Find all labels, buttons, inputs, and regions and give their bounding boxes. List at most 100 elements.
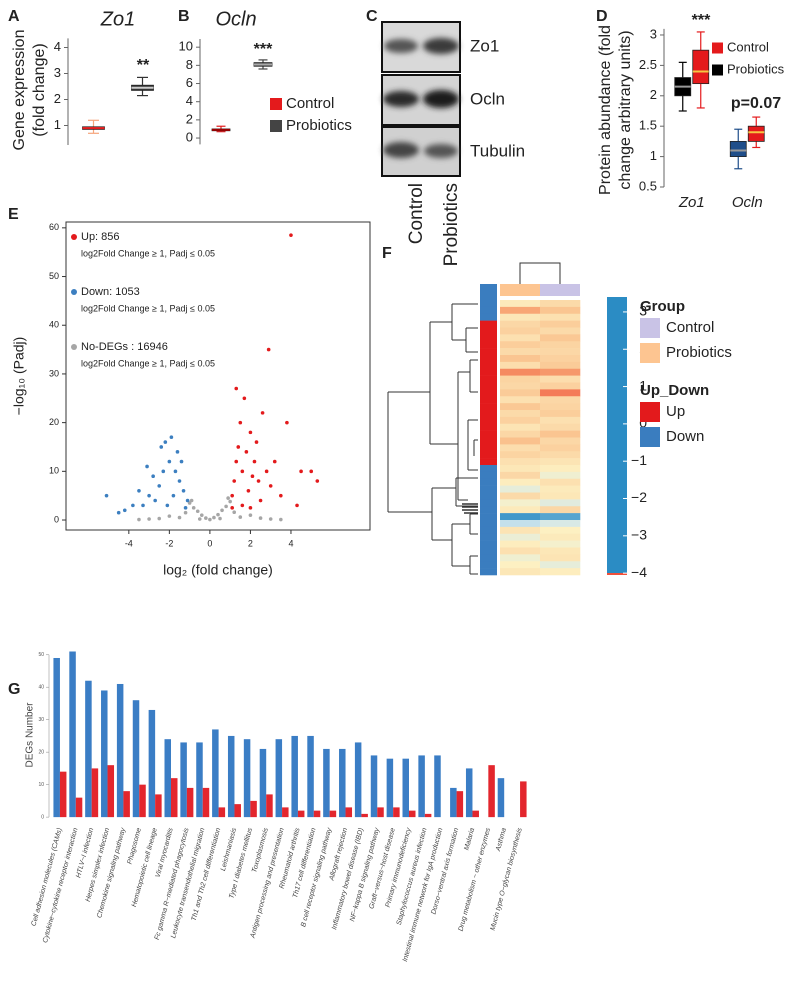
- point: [240, 469, 245, 474]
- point: [131, 503, 135, 508]
- bar: [234, 804, 241, 818]
- x-tick-label: Ocln: [732, 194, 763, 211]
- bar: [132, 700, 140, 818]
- bar: [488, 765, 495, 818]
- y-tick-label: 20: [49, 417, 59, 427]
- y-tick-label: 0.5: [639, 178, 657, 193]
- y-tick-label: 0: [41, 814, 44, 820]
- heatmap-cell: [500, 334, 541, 342]
- heatmap-cell: [540, 485, 581, 493]
- row-annotation: [480, 423, 497, 431]
- blot-row-label: Tubulin: [470, 141, 525, 160]
- point: [177, 515, 182, 520]
- point: [260, 411, 265, 415]
- point: [244, 450, 249, 454]
- row-annotation: [480, 506, 497, 514]
- row-annotation: [480, 458, 497, 466]
- point: [159, 445, 164, 449]
- y-tick-label: 4: [54, 39, 61, 54]
- legend-note: log2Fold Change ≥ 1, Padj ≤ 0.05: [81, 303, 215, 313]
- blot-band: [383, 91, 419, 107]
- point: [199, 513, 204, 517]
- point: [171, 493, 176, 498]
- point: [264, 469, 269, 474]
- bar: [196, 742, 203, 818]
- blot-band: [424, 144, 458, 158]
- x-tick-label: 4: [288, 538, 293, 548]
- y-tick-label: 30: [38, 717, 44, 723]
- row-annotation: [480, 561, 497, 569]
- heatmap-cell: [540, 368, 581, 376]
- bar: [123, 791, 130, 818]
- heatmap-cell: [540, 403, 581, 411]
- bar: [307, 735, 314, 818]
- heatmap-cell: [540, 458, 581, 466]
- row-annotation: [480, 348, 497, 356]
- western-blot: C Zo1 Ocln Tubulin Control Probiotics: [366, 8, 525, 266]
- heatmap-cell: [540, 526, 581, 535]
- point: [248, 430, 253, 435]
- y-axis-label: change arbitrary units): [617, 30, 634, 189]
- y-tick-label: 2: [54, 91, 61, 106]
- point: [230, 493, 234, 498]
- legend-label: Control: [727, 39, 769, 54]
- heatmap-cell: [540, 513, 581, 521]
- legend-note: log2Fold Change ≥ 1, Padj ≤ 0.05: [81, 358, 215, 368]
- bar: [91, 768, 99, 818]
- row-annotation: [480, 355, 497, 363]
- legend-label: Down: 1053: [81, 286, 140, 298]
- point: [236, 445, 241, 449]
- heatmap-cell: [540, 341, 581, 349]
- heatmap-cell: [500, 300, 541, 308]
- heatmap-cell: [540, 416, 581, 425]
- point: [169, 435, 174, 440]
- x-tick-label: Zo1: [678, 194, 705, 211]
- heatmap-cell: [500, 410, 541, 418]
- point: [268, 517, 273, 521]
- y-tick-label: 1.5: [639, 118, 657, 133]
- point: [248, 513, 253, 517]
- heatmap-cell: [500, 348, 541, 356]
- row-annotation: [480, 341, 497, 349]
- bar: [465, 768, 473, 818]
- y-tick-label: 4: [186, 93, 193, 108]
- y-axis-label: (fold change): [31, 43, 48, 136]
- heatmap-cell: [540, 437, 581, 445]
- point: [147, 493, 151, 498]
- row-annotation: [480, 284, 497, 308]
- heatmap-cell: [540, 430, 581, 438]
- y-tick-label: 0: [186, 129, 193, 144]
- colorbar-tick-label: −4: [631, 564, 647, 580]
- heatmap-cell: [500, 416, 541, 425]
- colorbar-tick-label: 0: [639, 415, 647, 431]
- heatmap-cell: [540, 444, 581, 452]
- point: [272, 459, 277, 464]
- legend-swatch: [270, 98, 282, 110]
- point: [179, 459, 184, 464]
- row-annotation: [480, 492, 497, 500]
- y-tick-label: 3: [54, 65, 61, 80]
- point: [165, 503, 170, 508]
- legend-title: Up_Down: [640, 382, 709, 399]
- panel-label: D: [596, 8, 608, 25]
- colorbar-tick-label: 1: [639, 377, 647, 393]
- bar: [155, 794, 162, 818]
- point: [175, 450, 180, 454]
- row-annotation: [480, 361, 497, 370]
- bar: [472, 810, 479, 818]
- heatmap-cell: [540, 313, 581, 321]
- point: [232, 479, 237, 483]
- bar: [393, 807, 400, 818]
- bar: [409, 810, 416, 818]
- x-tick-label: Phagosome: [127, 827, 143, 865]
- legend-label: Probiotics: [286, 117, 352, 134]
- x-tick-label: Asthma: [495, 827, 508, 853]
- heatmap-cell: [540, 520, 581, 528]
- row-annotation: [480, 306, 497, 315]
- y-tick-label: 10: [179, 39, 193, 54]
- heatmap-cell: [540, 306, 581, 315]
- legend-marker: [71, 344, 77, 350]
- legend-swatch: [640, 343, 660, 363]
- heatmap-cell: [540, 327, 581, 335]
- heatmap-cell: [500, 485, 541, 493]
